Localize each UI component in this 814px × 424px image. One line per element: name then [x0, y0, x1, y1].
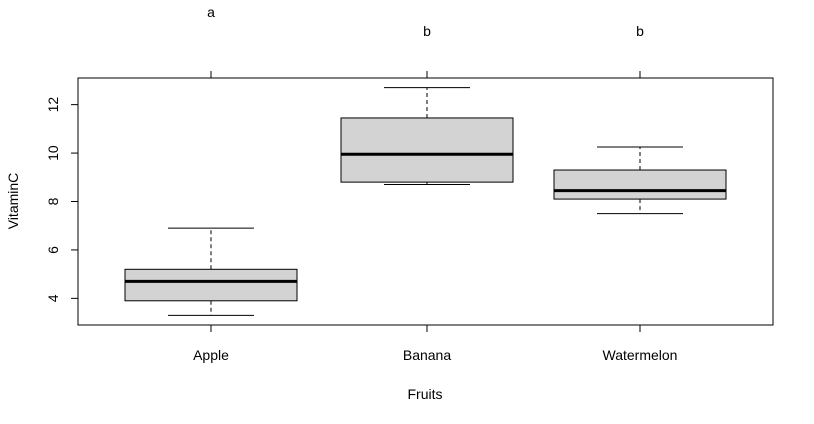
y-axis-title: VitaminC: [5, 173, 21, 230]
y-tick-label: 4: [45, 294, 61, 302]
y-tick-label: 12: [45, 97, 61, 113]
group-letter-label: b: [423, 23, 431, 39]
x-axis-title: Fruits: [408, 386, 443, 402]
group-letter-label: a: [207, 4, 215, 20]
x-tick-label: Banana: [403, 347, 451, 363]
y-tick-label: 10: [45, 145, 61, 161]
plot-elements: 4 6 8 10 12 Apple Banana Watermelon a b b Fruits Vit…: [5, 4, 774, 402]
x-tick-label: Apple: [193, 347, 229, 363]
box-watermelon: [553, 169, 727, 200]
box-apple: [124, 268, 298, 302]
y-tick-label: 8: [45, 197, 61, 205]
group-letter-label: b: [636, 23, 644, 39]
y-tick-label: 6: [45, 246, 61, 254]
x-tick-label: Watermelon: [603, 347, 678, 363]
box-banana: [340, 117, 514, 183]
